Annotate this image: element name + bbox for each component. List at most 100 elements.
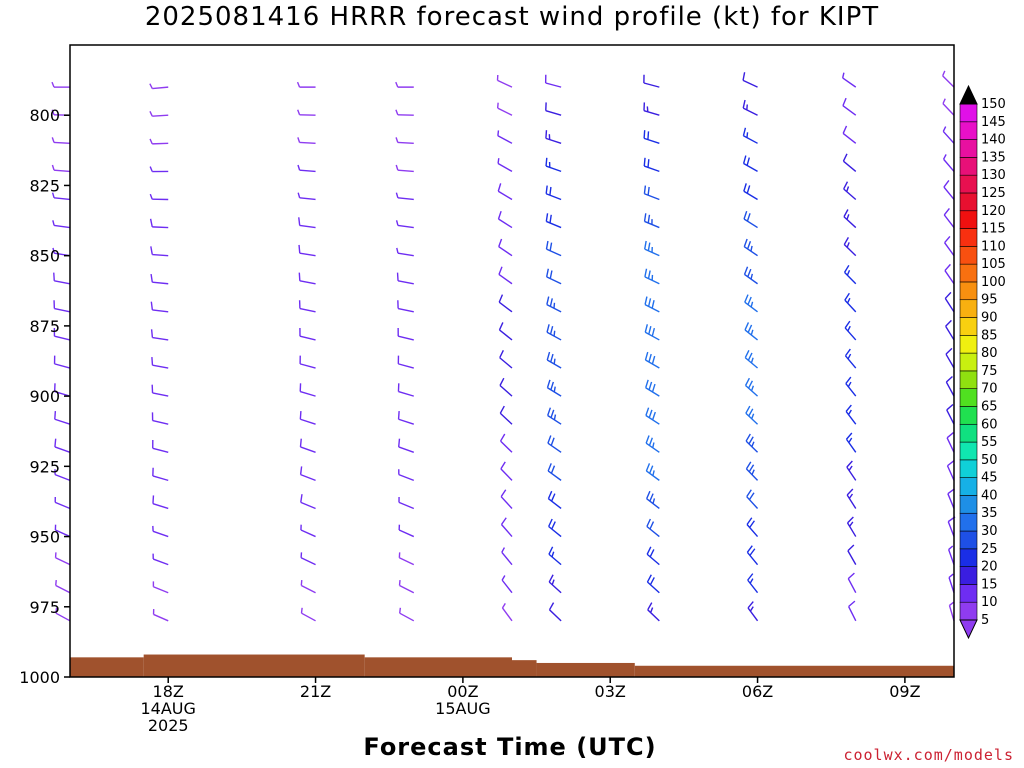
wind-barb [846,488,857,509]
wind-barb [747,573,759,594]
wind-barb-full [299,438,302,448]
wind-barb-full [549,214,552,224]
wind-barb [843,181,857,201]
wind-barb-shaft [743,162,758,173]
wind-barb-half [750,385,755,392]
wind-barb-shaft [548,553,562,566]
wind-barb-shaft [844,271,857,285]
colorbar-label: 110 [981,239,1006,254]
wind-barb [742,99,758,116]
wind-barb [742,127,758,144]
wind-barb-half [51,109,55,116]
wind-barb [644,240,660,257]
wind-barb-full [299,410,302,420]
wind-barb [299,438,316,453]
wind-barb [842,97,857,116]
wind-barb-shaft [299,307,316,313]
colorbar-label: 75 [981,364,998,379]
wind-barb-shaft [300,557,316,566]
colorbar-label: 65 [981,399,998,414]
wind-barb-half [501,575,506,581]
wind-barb-full [749,520,755,528]
wind-barb [945,375,955,397]
wind-barb-shaft [399,557,415,566]
wind-barb-full [545,130,548,139]
y-tick-label: 900 [29,387,60,406]
wind-barb [299,355,316,369]
wind-barb-full [643,213,647,222]
wind-barb-shaft [300,501,316,510]
wind-barb [545,157,562,173]
wind-barb-shaft [299,252,316,257]
wind-barb-shaft [299,363,316,369]
wind-barb-shaft [643,110,660,116]
wind-barb-full [645,463,651,472]
wind-barb-half [841,72,845,79]
wind-barb-full [846,488,854,496]
wind-barb [944,263,955,285]
colorbar-swatch [959,352,978,372]
wind-barb-full [943,207,950,216]
wind-barb-shaft [746,496,759,509]
wind-barb-full [944,291,952,299]
wind-barb-shaft [152,86,169,90]
wind-barb [53,272,71,285]
wind-barb [646,546,660,566]
wind-barb [746,489,759,509]
wind-barb-full [747,352,753,361]
wind-barb-half [52,247,55,254]
wind-barb-shaft [54,446,71,453]
wind-barb-shaft [945,381,955,397]
wind-barb-shaft [152,281,169,285]
wind-barb-shaft [497,190,513,201]
wind-barb-full [943,180,950,188]
wind-barb-shaft [845,411,857,425]
wind-barb-full [651,300,655,309]
wind-barb-half [297,137,301,143]
wind-barb-half [846,242,850,248]
wind-barb-full [545,268,549,278]
colorbar-swatch [959,370,978,389]
wind-barb-full [647,270,651,279]
wind-barb [298,300,316,313]
wind-barb-shaft [547,442,562,453]
wind-barb [53,383,71,397]
wind-barb [545,185,562,201]
wind-barb-half [551,551,555,558]
wind-barb-full [550,493,556,502]
wind-barb-shaft [643,137,660,144]
wind-barb-shaft [644,220,660,229]
wind-barb-full [647,186,650,196]
wind-barb-shaft [847,550,857,565]
terrain-segment [512,660,537,677]
x-tick-label: 15AUG [435,699,490,718]
wind-barb-full [847,516,854,524]
wind-barb-full [946,432,954,439]
credit-link[interactable]: coolwx.com/models [843,746,1014,764]
wind-barb-full [550,409,555,418]
wind-barb-half [750,273,753,280]
x-tick-label: 00Z [447,682,478,701]
wind-barb-full [945,347,953,355]
wind-barb-shaft [299,169,316,173]
wind-barb-full [746,517,753,525]
x-tick-label: 18Z [153,682,184,701]
colorbar-swatch [959,530,978,550]
wind-barb-half [55,607,58,614]
colorbar-swatch [959,584,978,603]
wind-barb-full [547,463,552,472]
wind-barb-shaft [499,329,513,341]
wind-barb [55,580,71,594]
wind-barb-shaft [947,521,955,537]
wind-barb [942,98,955,116]
wind-barb-shaft [500,496,513,509]
wind-barb-full [648,353,652,363]
colorbar-swatch [959,317,978,336]
wind-barb-half [849,521,854,527]
wind-barb [51,192,71,201]
wind-barb [643,157,660,173]
colorbar-label: 5 [981,613,989,628]
wind-barb-half [497,158,500,164]
wind-barb [298,217,316,229]
wind-barb-full [742,99,746,109]
